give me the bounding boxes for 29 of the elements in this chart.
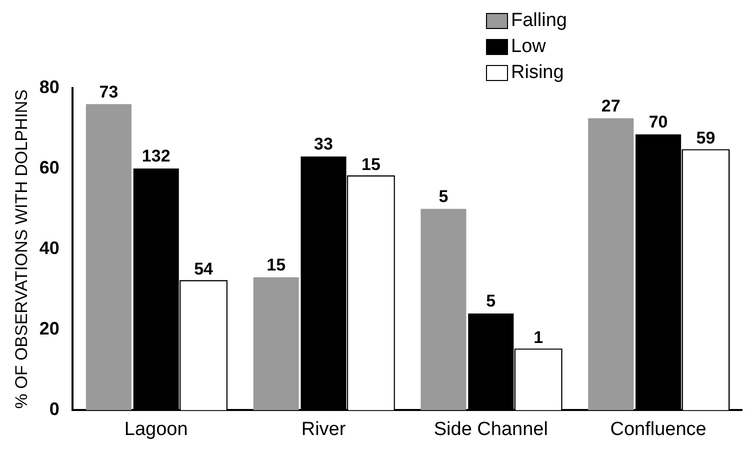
bar: [253, 277, 299, 410]
annotation: 5: [438, 187, 448, 206]
annotation: 5: [486, 292, 496, 311]
legend-label: Falling: [511, 10, 567, 32]
annotation: 70: [648, 112, 668, 132]
bar: [420, 208, 466, 410]
annotation: 1: [534, 328, 544, 347]
annotation: 132: [142, 146, 170, 166]
y-axis-title: % OF OBSERVATIONS WITH DOLPHINS: [12, 89, 31, 409]
annotation: 59: [696, 128, 716, 148]
x-tick-label: Side Channel: [434, 418, 548, 440]
annotation: 15: [266, 255, 286, 274]
legend-label: Low: [511, 36, 546, 58]
y-tick-label: 60: [39, 158, 60, 178]
y-tick-label: 40: [39, 238, 60, 258]
annotation: 73: [99, 82, 118, 102]
x-tick-label: Lagoon: [124, 418, 188, 440]
bar: [588, 118, 634, 410]
y-tick-label: 80: [39, 76, 60, 97]
legend-label: Rising: [511, 62, 564, 84]
annotation: 27: [601, 96, 620, 116]
annotation: 15: [361, 154, 380, 174]
annotation: 33: [314, 134, 333, 154]
y-tick-label: 20: [39, 318, 60, 339]
annotation: 54: [194, 260, 214, 279]
y-tick-label: 0: [49, 399, 60, 420]
bar: [86, 104, 132, 410]
x-tick-label: River: [301, 418, 346, 440]
x-tick-label: Confluence: [610, 418, 706, 440]
